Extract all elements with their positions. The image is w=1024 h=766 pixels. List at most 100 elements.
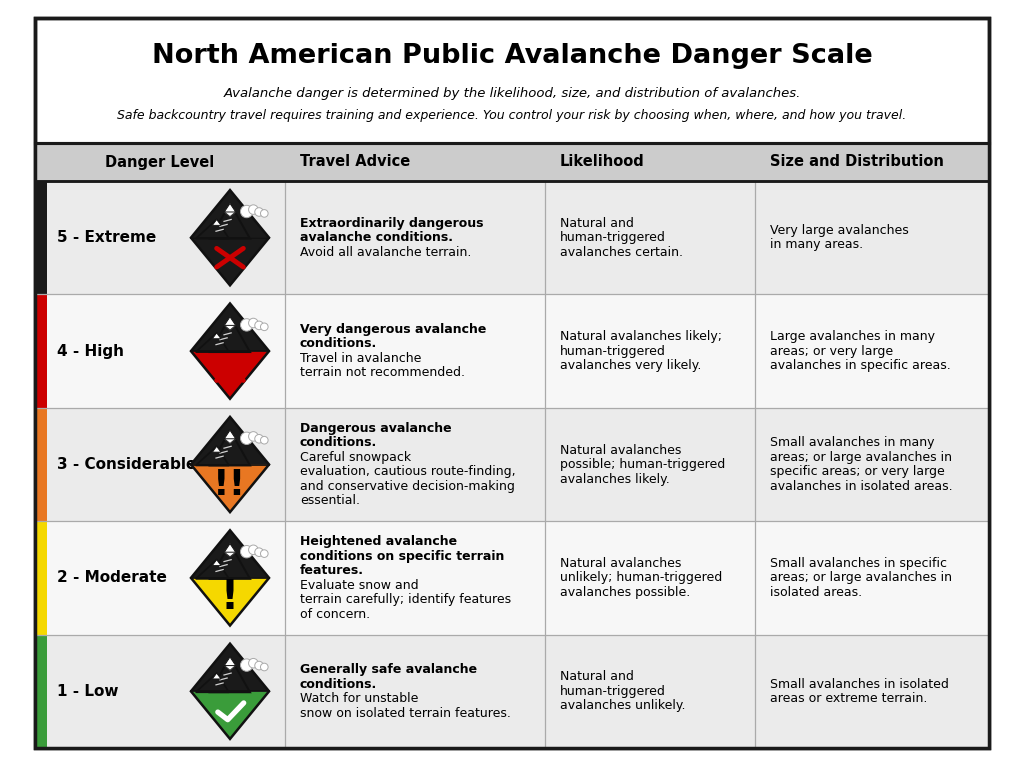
Text: 2 - Moderate: 2 - Moderate <box>57 571 167 585</box>
Text: Very dangerous avalanche: Very dangerous avalanche <box>300 322 486 336</box>
Circle shape <box>241 659 253 671</box>
Circle shape <box>255 434 263 443</box>
Text: conditions.: conditions. <box>300 437 377 449</box>
Text: Avoid all avalanche terrain.: Avoid all avalanche terrain. <box>300 246 471 259</box>
Text: Natural and: Natural and <box>560 670 634 683</box>
Bar <box>35 294 47 408</box>
Polygon shape <box>224 657 236 666</box>
Polygon shape <box>224 544 236 557</box>
Polygon shape <box>224 544 236 552</box>
Text: Travel in avalanche: Travel in avalanche <box>300 352 421 365</box>
Polygon shape <box>190 351 269 399</box>
Text: unlikely; human-triggered: unlikely; human-triggered <box>560 571 722 584</box>
Circle shape <box>241 319 253 331</box>
Text: Travel Advice: Travel Advice <box>300 155 411 169</box>
Circle shape <box>241 545 253 558</box>
Text: 4 - High: 4 - High <box>57 344 124 358</box>
Polygon shape <box>196 447 229 466</box>
Polygon shape <box>190 691 269 739</box>
Circle shape <box>255 548 263 556</box>
Polygon shape <box>212 447 221 452</box>
Text: !: ! <box>221 578 239 618</box>
Text: of concern.: of concern. <box>300 607 370 620</box>
Text: avalanches in isolated areas.: avalanches in isolated areas. <box>770 480 952 493</box>
Polygon shape <box>196 560 229 579</box>
Circle shape <box>249 545 258 555</box>
Circle shape <box>249 431 258 441</box>
Polygon shape <box>224 204 236 217</box>
Text: essential.: essential. <box>300 494 360 507</box>
Text: Dangerous avalanche: Dangerous avalanche <box>300 422 452 435</box>
Text: human-triggered: human-triggered <box>560 685 666 698</box>
Polygon shape <box>212 220 221 225</box>
Polygon shape <box>224 317 236 330</box>
Text: in many areas.: in many areas. <box>770 238 863 251</box>
Text: Small avalanches in specific: Small avalanches in specific <box>770 557 947 570</box>
Circle shape <box>260 550 268 558</box>
Polygon shape <box>212 333 221 339</box>
Text: Avalanche danger is determined by the likelihood, size, and distribution of aval: Avalanche danger is determined by the li… <box>223 87 801 100</box>
Polygon shape <box>190 417 269 464</box>
Circle shape <box>255 321 263 329</box>
Bar <box>35 521 47 634</box>
Polygon shape <box>210 430 250 466</box>
Text: avalanches in specific areas.: avalanches in specific areas. <box>770 359 950 372</box>
Text: areas or extreme terrain.: areas or extreme terrain. <box>770 692 928 705</box>
Polygon shape <box>196 673 229 692</box>
Bar <box>35 634 989 748</box>
Text: Very large avalanches: Very large avalanches <box>770 224 908 237</box>
Bar <box>35 143 989 181</box>
Polygon shape <box>190 190 269 237</box>
Text: !!: !! <box>213 467 247 502</box>
Text: Size and Distribution: Size and Distribution <box>770 155 944 169</box>
Circle shape <box>260 210 268 218</box>
Text: areas; or very large: areas; or very large <box>770 345 893 358</box>
Polygon shape <box>190 303 269 351</box>
Bar <box>35 408 47 521</box>
Text: Large avalanches in many: Large avalanches in many <box>770 330 935 343</box>
Text: 3 - Considerable: 3 - Considerable <box>57 457 197 472</box>
Text: Natural avalanches likely;: Natural avalanches likely; <box>560 330 722 343</box>
Text: Natural avalanches: Natural avalanches <box>560 444 681 457</box>
Circle shape <box>260 323 268 331</box>
Polygon shape <box>212 673 221 679</box>
Text: Careful snowpack: Careful snowpack <box>300 450 411 463</box>
Circle shape <box>249 205 258 214</box>
Text: areas; or large avalanches in: areas; or large avalanches in <box>770 450 952 463</box>
Polygon shape <box>210 204 250 239</box>
Polygon shape <box>196 333 229 352</box>
Polygon shape <box>190 464 269 512</box>
Text: human-triggered: human-triggered <box>560 345 666 358</box>
Text: conditions.: conditions. <box>300 337 377 350</box>
Circle shape <box>255 208 263 216</box>
Polygon shape <box>190 237 269 285</box>
Text: avalanches very likely.: avalanches very likely. <box>560 359 701 372</box>
Polygon shape <box>224 430 236 439</box>
Bar <box>35 634 47 748</box>
Text: 1 - Low: 1 - Low <box>57 684 119 699</box>
Bar <box>35 294 989 408</box>
Text: avalanche conditions.: avalanche conditions. <box>300 231 453 244</box>
Polygon shape <box>210 317 250 352</box>
Text: Small avalanches in isolated: Small avalanches in isolated <box>770 678 949 691</box>
Text: features.: features. <box>300 564 364 577</box>
Text: possible; human-triggered: possible; human-triggered <box>560 458 725 471</box>
Text: avalanches possible.: avalanches possible. <box>560 586 690 599</box>
Text: Safe backcountry travel requires training and experience. You control your risk : Safe backcountry travel requires trainin… <box>118 110 906 123</box>
Polygon shape <box>224 317 236 326</box>
Polygon shape <box>224 430 236 444</box>
Text: and conservative decision-making: and conservative decision-making <box>300 480 515 493</box>
Text: conditions.: conditions. <box>300 678 377 691</box>
Text: Extraordinarily dangerous: Extraordinarily dangerous <box>300 217 483 230</box>
Circle shape <box>241 205 253 218</box>
Text: Small avalanches in many: Small avalanches in many <box>770 437 935 449</box>
Text: Generally safe avalanche: Generally safe avalanche <box>300 663 477 676</box>
Text: avalanches certain.: avalanches certain. <box>560 246 683 259</box>
Text: evaluation, cautious route-finding,: evaluation, cautious route-finding, <box>300 465 516 478</box>
Text: avalanches likely.: avalanches likely. <box>560 473 670 486</box>
Bar <box>35 521 989 634</box>
Polygon shape <box>190 578 269 626</box>
Circle shape <box>260 437 268 444</box>
Polygon shape <box>196 220 229 239</box>
Polygon shape <box>224 204 236 212</box>
